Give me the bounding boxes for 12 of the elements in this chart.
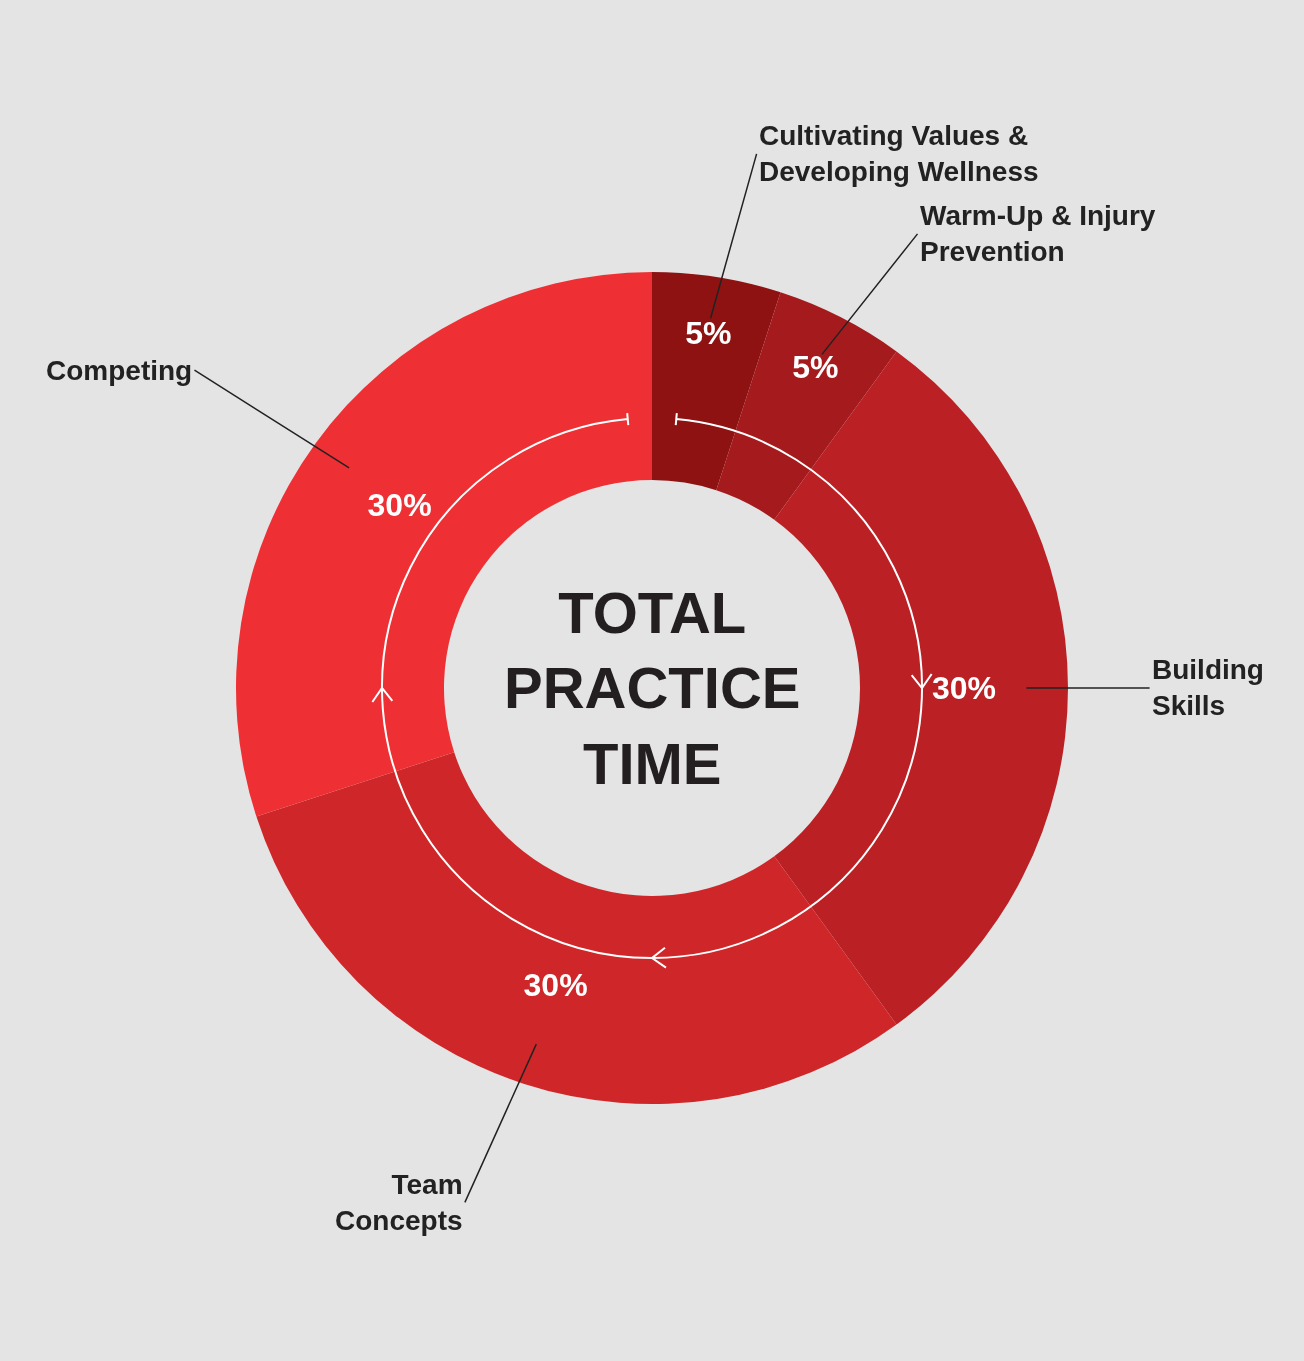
- slice-label: Cultivating Values & Developing Wellness: [759, 120, 1039, 188]
- donut-slice: [652, 272, 781, 491]
- data-label: 5%: [792, 349, 839, 386]
- data-label: 5%: [685, 314, 732, 351]
- data-label: 30%: [367, 486, 432, 523]
- data-label: 30%: [523, 966, 588, 1003]
- slice-label: Building Skills: [1152, 654, 1264, 722]
- slice-label: Competing: [46, 355, 193, 386]
- text: TOTAL PRACTICE TIME: [504, 580, 801, 796]
- data-label: 30%: [931, 670, 997, 706]
- slice-label: Team Concepts: [335, 1169, 463, 1237]
- slice-label: Warm-Up & Injury Prevention: [920, 200, 1156, 268]
